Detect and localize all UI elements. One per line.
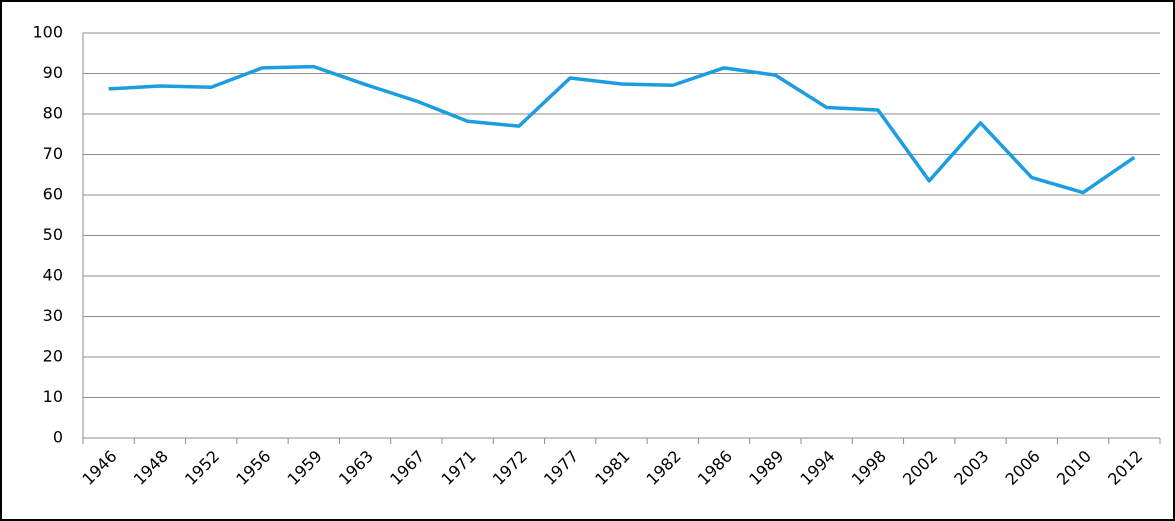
y-tick-label: 40 bbox=[43, 266, 63, 285]
y-tick-label: 0 bbox=[53, 428, 63, 447]
data-line bbox=[108, 64, 1136, 195]
y-tick-label: 100 bbox=[32, 23, 63, 42]
y-tick-label: 60 bbox=[43, 185, 63, 204]
y-tick-label: 70 bbox=[43, 144, 63, 163]
y-tick-label: 10 bbox=[43, 387, 63, 406]
y-tick-label: 20 bbox=[43, 347, 63, 366]
y-tick-label: 50 bbox=[43, 225, 63, 244]
y-tick-label: 30 bbox=[43, 306, 63, 325]
y-tick-label: 90 bbox=[43, 63, 63, 82]
y-tick-label: 80 bbox=[43, 104, 63, 123]
